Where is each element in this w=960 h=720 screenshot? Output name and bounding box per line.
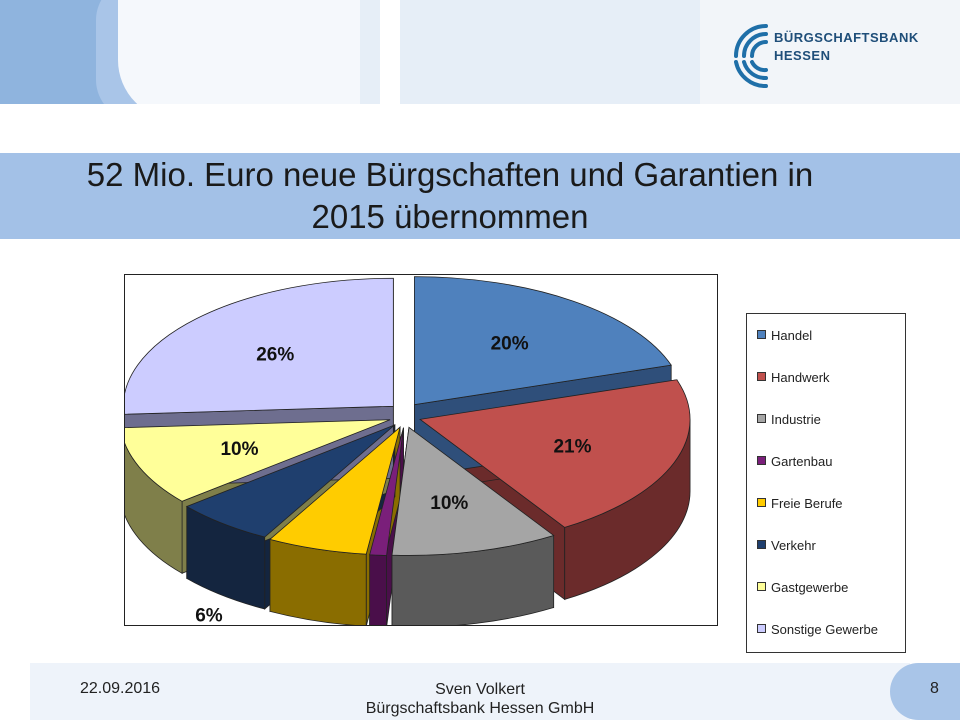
footer-company: Bürgschaftsbank Hessen GmbH — [365, 700, 595, 717]
pie-slice-freie-berufe — [269, 426, 401, 555]
pie-chart: 20%21%10%1%6%6%10%26% — [120, 276, 691, 660]
title-band — [0, 153, 960, 239]
logo-text-line1: BÜRGSCHAFTSBANK — [774, 30, 919, 45]
logo-icon — [734, 24, 768, 89]
legend-swatch-freie-berufe — [757, 498, 766, 507]
pie-slice-sonstige-gewerbe — [122, 277, 394, 415]
legend-label-industrie: Industrie — [771, 412, 821, 427]
legend-label-handel: Handel — [771, 328, 813, 343]
footer-author-name: Sven Volkert — [435, 681, 525, 698]
data-label-handwerk: 21% — [553, 436, 591, 457]
data-label-verkehr: 6% — [195, 605, 223, 625]
header-divider — [380, 0, 400, 104]
legend-label-verkehr: Verkehr — [771, 538, 816, 553]
pie-slice-handel — [414, 276, 672, 406]
pie-slice-verkehr — [185, 424, 396, 538]
legend-swatch-industrie — [757, 414, 766, 423]
data-label-industrie: 10% — [430, 493, 468, 514]
data-label-sonstige-gewerbe: 26% — [256, 345, 294, 366]
legend-swatch-gartenbau — [757, 456, 766, 465]
legend-swatch-handel — [757, 330, 766, 339]
footer-page-number: 8 — [930, 680, 939, 697]
legend-label-handwerk: Handwerk — [771, 370, 830, 385]
legend-item-sonstige-gewerbe: Sonstige Gewerbe — [757, 622, 878, 638]
legend-label-sonstige-gewerbe: Sonstige Gewerbe — [771, 622, 878, 637]
footer-author: Sven Volkert Bürgschaftsbank Hessen GmbH — [300, 680, 660, 718]
legend-label-gastgewerbe: Gastgewerbe — [771, 580, 849, 595]
legend-item-gartenbau: Gartenbau — [757, 454, 832, 470]
slide-title: 52 Mio. Euro neue Bürgschaften und Garan… — [86, 156, 814, 235]
legend-swatch-gastgewerbe — [757, 582, 766, 591]
legend-item-verkehr: Verkehr — [757, 538, 816, 554]
legend-item-gastgewerbe: Gastgewerbe — [757, 580, 848, 596]
header-decor-light — [360, 0, 700, 104]
legend-item-freie-berufe: Freie Berufe — [757, 496, 843, 512]
legend-item-industrie: Industrie — [757, 412, 821, 428]
footer-band — [0, 663, 960, 720]
legend-swatch-handwerk — [757, 372, 766, 381]
legend-label-freie-berufe: Freie Berufe — [771, 496, 843, 511]
pie-slice-handwerk — [419, 379, 691, 528]
data-label-handel: 20% — [491, 334, 529, 355]
chart-legend: Handel Handwerk Industrie Gartenbau Freie Be… — [746, 313, 906, 653]
legend-item-handwerk: Handwerk — [757, 370, 830, 386]
legend-item-handel: Handel — [757, 328, 812, 344]
footer-date: 22.09.2016 — [80, 680, 161, 697]
legend-label-gartenbau: Gartenbau — [771, 454, 833, 469]
header-swoosh — [118, 0, 378, 104]
legend-swatch-verkehr — [757, 540, 766, 549]
data-label-gastgewerbe: 10% — [220, 439, 258, 460]
chart-frame: 20%21%10%1%6%6%10%26% — [120, 274, 718, 660]
footer-decor — [30, 663, 910, 720]
footer-decor-right — [890, 663, 960, 720]
header-band — [0, 0, 960, 104]
logo-text-line2: HESSEN — [774, 48, 831, 63]
pie-slice-industrie — [391, 426, 555, 556]
pie-side-gartenbau — [369, 554, 387, 628]
legend-swatch-sonstige-gewerbe — [757, 624, 766, 633]
pie-slice-gartenbau — [369, 427, 404, 556]
